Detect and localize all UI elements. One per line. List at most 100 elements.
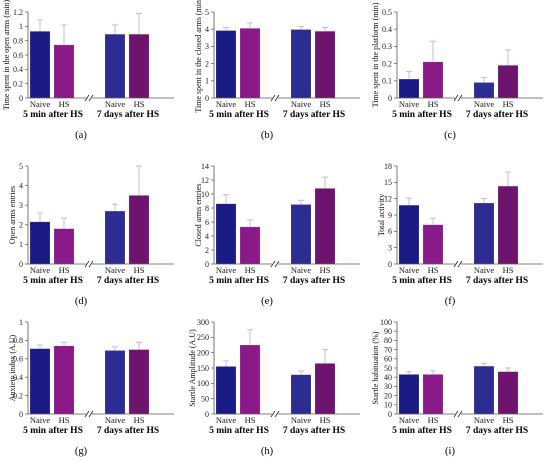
y-tick-label: 0.5 (382, 8, 392, 17)
bar (29, 348, 51, 415)
y-tick-label: 2 (19, 221, 23, 230)
category-label: HS (134, 415, 145, 425)
category-label: Naive (474, 99, 495, 109)
axis-break-mark (84, 94, 90, 102)
group-label: 7 days after HS (283, 276, 345, 286)
bar (314, 188, 336, 265)
axis-break-mark (270, 410, 276, 418)
bar (497, 65, 519, 99)
y-axis-title: Time spent in the open arms (min) (2, 0, 11, 110)
category-label: HS (134, 265, 145, 275)
axis-break-mark (453, 410, 459, 418)
y-axis-title: Total activity (377, 194, 386, 236)
group-label: 5 min after HS (23, 426, 83, 436)
group-label: 5 min after HS (23, 110, 83, 120)
y-tick-label: 10 (201, 190, 209, 199)
y-tick-label: 0.4 (13, 65, 23, 74)
bar (497, 185, 519, 265)
category-label: Naive (216, 265, 237, 275)
y-tick-label: 0.6 (13, 355, 23, 364)
category-label: HS (59, 99, 70, 109)
bar (239, 28, 261, 99)
y-axis-title: Startle Amplitude (A.U) (188, 329, 197, 407)
axis-break-gap (455, 261, 461, 267)
category-label: Naive (291, 265, 312, 275)
category-label: HS (503, 265, 514, 275)
y-tick-label: 100 (197, 379, 209, 388)
bar (53, 228, 75, 265)
y-tick-label: 4 (205, 232, 209, 241)
y-tick-label: 8 (205, 204, 209, 213)
panel-label: (e) (261, 296, 273, 307)
category-label: HS (59, 415, 70, 425)
bar (314, 363, 336, 415)
y-tick-label: 10 (384, 401, 392, 410)
bar (290, 374, 312, 415)
category-label: Naive (216, 415, 237, 425)
axis-break-gap (272, 261, 278, 267)
panel-label: (i) (445, 446, 455, 457)
bar (473, 202, 495, 265)
y-tick-label: 20 (384, 391, 392, 400)
category-label: HS (428, 415, 439, 425)
group-label: 5 min after HS (392, 276, 452, 286)
bar (239, 344, 261, 415)
category-label: HS (245, 415, 256, 425)
y-tick-label: 0.2 (382, 59, 392, 68)
category-label: Naive (105, 415, 126, 425)
group-label: 7 days after HS (466, 276, 528, 286)
y-tick-label: 0.6 (13, 51, 23, 60)
y-tick-label: 6 (388, 227, 392, 236)
y-tick-label: 0 (19, 260, 23, 269)
group-label: 7 days after HS (97, 110, 159, 120)
category-label: Naive (474, 265, 495, 275)
bar (422, 61, 444, 99)
y-tick-label: 3 (19, 201, 23, 210)
y-tick-label: 1 (205, 77, 209, 86)
category-label: Naive (399, 99, 420, 109)
category-label: Naive (399, 415, 420, 425)
group-label: 5 min after HS (209, 110, 269, 120)
category-label: HS (134, 99, 145, 109)
axis-break-mark (453, 260, 459, 268)
y-tick-label: 0.4 (13, 373, 23, 382)
category-label: HS (59, 265, 70, 275)
panel-label: (h) (261, 446, 274, 457)
category-label: HS (428, 99, 439, 109)
axis-break-gap (86, 261, 92, 267)
group-label: 7 days after HS (97, 426, 159, 436)
y-tick-label: 0.2 (13, 79, 23, 88)
group-label: 7 days after HS (97, 276, 159, 286)
axis-break-mark (274, 260, 280, 268)
category-label: HS (320, 265, 331, 275)
y-tick-label: 12 (201, 176, 209, 185)
panel-label: (b) (261, 130, 274, 141)
category-label: Naive (105, 99, 126, 109)
bar (398, 78, 420, 99)
y-tick-label: 70 (384, 345, 392, 354)
y-tick-label: 100 (380, 318, 392, 327)
axis-break-mark (457, 94, 463, 102)
y-tick-label: 50 (384, 364, 392, 373)
axis-break-mark (88, 94, 94, 102)
y-axis-title: Startle habituation (%) (371, 331, 380, 404)
y-tick-label: 0.8 (13, 336, 23, 345)
chart-panel: 0 2 4 6 8 10 12 14 Closed arms entries Naive HS Nai… (194, 162, 360, 307)
category-label: HS (245, 99, 256, 109)
y-tick-label: 250 (197, 333, 209, 342)
y-tick-label: 200 (197, 348, 209, 357)
bar (128, 349, 150, 415)
bar (398, 374, 420, 415)
y-tick-label: 1 (19, 22, 23, 31)
panel-label: (c) (444, 130, 456, 141)
y-tick-label: 5 (19, 162, 23, 171)
y-tick-label: 0.4 (382, 25, 392, 34)
axis-break-mark (84, 410, 90, 418)
y-tick-label: 1.2 (13, 8, 23, 17)
group-label: 5 min after HS (209, 276, 269, 286)
bar (128, 195, 150, 265)
y-tick-label: 15 (384, 178, 392, 187)
group-label: 7 days after HS (283, 426, 345, 436)
